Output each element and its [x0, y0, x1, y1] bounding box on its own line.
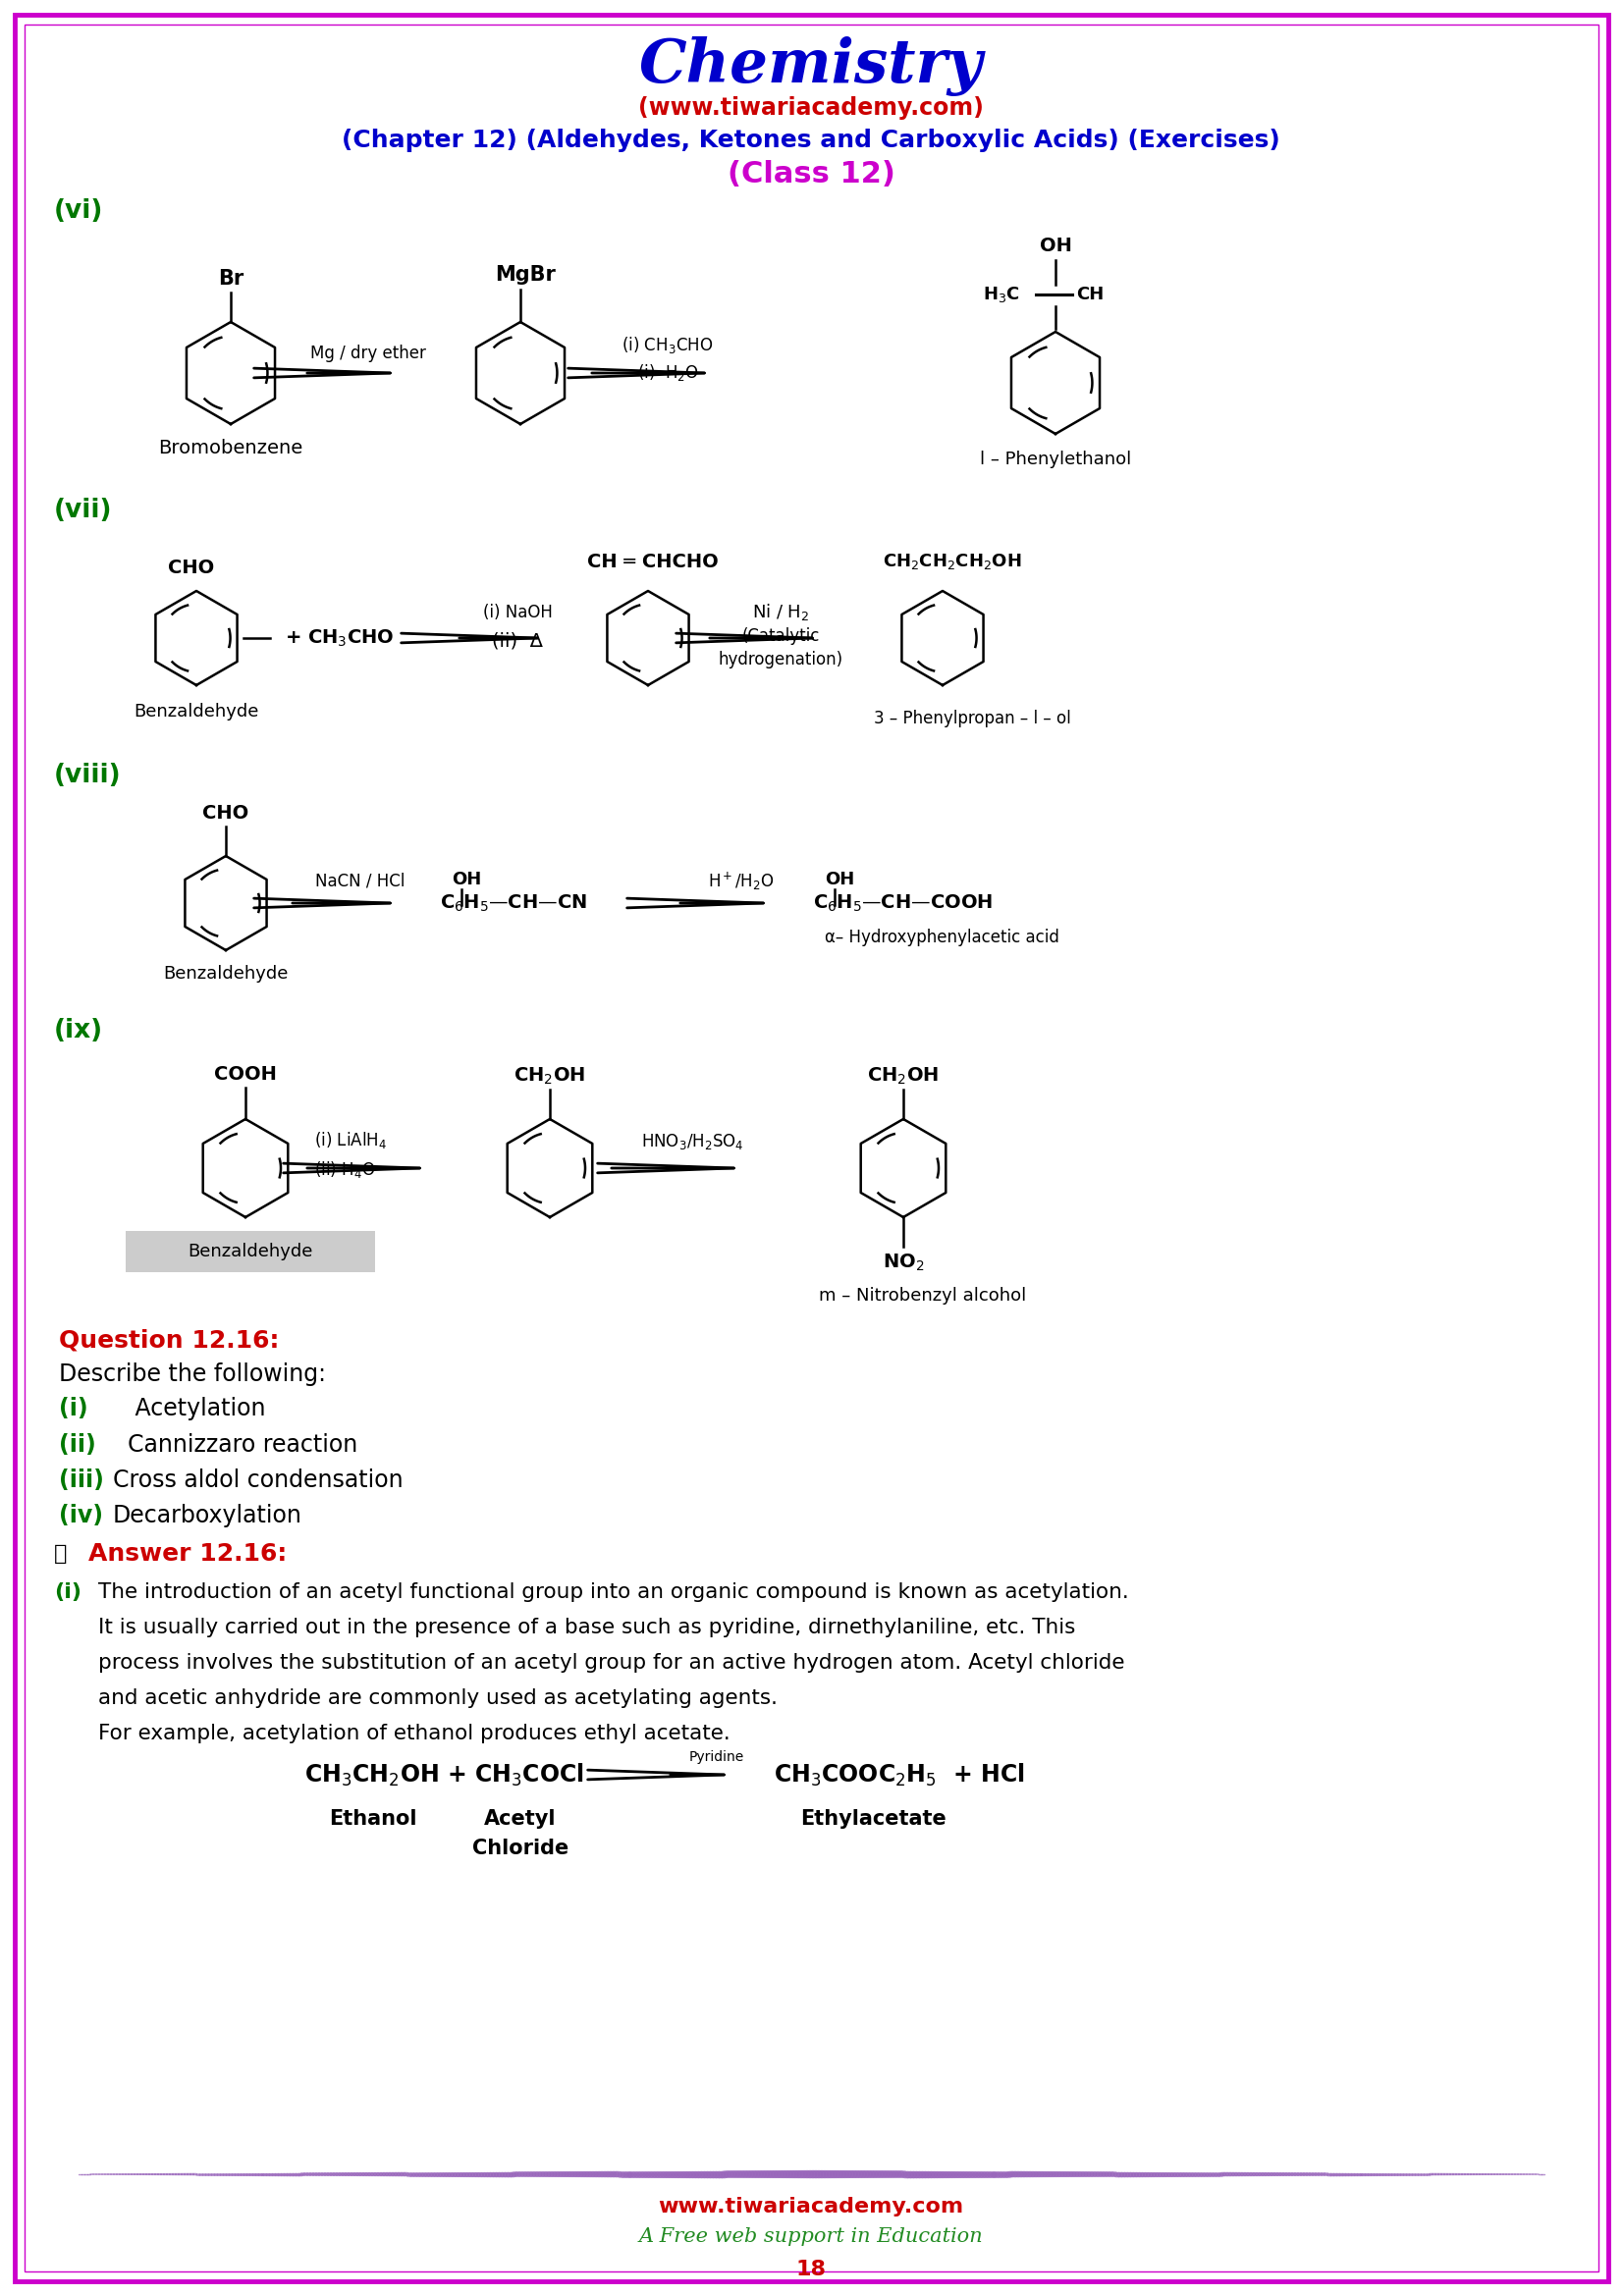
Text: (Class 12): (Class 12): [727, 161, 894, 188]
Text: (Chapter 12) (Aldehydes, Ketones and Carboxylic Acids) (Exercises): (Chapter 12) (Aldehydes, Ketones and Car…: [342, 129, 1281, 152]
Text: Question 12.16:: Question 12.16:: [58, 1327, 279, 1352]
Text: l – Phenylethanol: l – Phenylethanol: [980, 450, 1131, 468]
Text: The introduction of an acetyl functional group into an organic compound is known: The introduction of an acetyl functional…: [97, 1582, 1130, 1603]
Text: CH ═ CHCHO: CH ═ CHCHO: [588, 551, 719, 572]
Text: Benzaldehyde: Benzaldehyde: [188, 1242, 313, 1261]
Ellipse shape: [430, 794, 1100, 1465]
Text: (www.tiwariacademy.com): (www.tiwariacademy.com): [638, 96, 984, 119]
Text: Acetylation: Acetylation: [114, 1396, 266, 1421]
Text: H$^+$/H$_2$O: H$^+$/H$_2$O: [708, 870, 774, 893]
Text: H$_3$C: H$_3$C: [984, 285, 1019, 305]
Text: CH$_2$CH$_2$CH$_2$OH: CH$_2$CH$_2$CH$_2$OH: [883, 551, 1022, 572]
FancyBboxPatch shape: [125, 1231, 375, 1272]
Text: NO$_2$: NO$_2$: [883, 1251, 923, 1272]
Text: Decarboxylation: Decarboxylation: [114, 1504, 302, 1527]
Text: For example, acetylation of ethanol produces ethyl acetate.: For example, acetylation of ethanol prod…: [97, 1724, 730, 1743]
Text: 3 – Phenylpropan – l – ol: 3 – Phenylpropan – l – ol: [873, 709, 1071, 728]
Text: (iii): (iii): [58, 1469, 104, 1492]
Text: MgBr: MgBr: [495, 264, 555, 285]
Text: (i): (i): [54, 1582, 81, 1603]
Text: C$_6$H$_5$—CH—COOH: C$_6$H$_5$—CH—COOH: [813, 893, 993, 914]
Text: (ix): (ix): [54, 1017, 104, 1042]
Text: CH$_2$OH: CH$_2$OH: [514, 1065, 586, 1086]
Text: Ethanol: Ethanol: [329, 1809, 417, 1828]
Text: OH: OH: [1039, 236, 1071, 255]
Text: Chloride: Chloride: [472, 1839, 568, 1857]
Text: www.tiwariacademy.com: www.tiwariacademy.com: [659, 2197, 964, 2216]
Text: α– Hydroxyphenylacetic acid: α– Hydroxyphenylacetic acid: [824, 928, 1060, 946]
Text: Benzaldehyde: Benzaldehyde: [133, 703, 260, 721]
Text: (i) LiAlH$_4$: (i) LiAlH$_4$: [315, 1130, 386, 1150]
Text: (i) CH$_3$CHO: (i) CH$_3$CHO: [622, 335, 714, 356]
Text: CH$_3$COOC$_2$H$_5$  + HCl: CH$_3$COOC$_2$H$_5$ + HCl: [774, 1761, 1024, 1789]
Text: CH$_3$CH$_2$OH + CH$_3$COCl: CH$_3$CH$_2$OH + CH$_3$COCl: [305, 1761, 584, 1789]
Text: 18: 18: [795, 2259, 826, 2280]
Ellipse shape: [432, 432, 1178, 1178]
Text: 📝: 📝: [54, 1545, 67, 1564]
Text: Ethylacetate: Ethylacetate: [800, 1809, 946, 1828]
Text: (Catalytic: (Catalytic: [742, 627, 820, 645]
Text: CH: CH: [1076, 285, 1104, 303]
Text: NaCN / HCl: NaCN / HCl: [315, 872, 406, 891]
Text: Acetyl: Acetyl: [484, 1809, 557, 1828]
Text: A Free web support in Education: A Free web support in Education: [639, 2227, 984, 2245]
Text: Ni / H$_2$: Ni / H$_2$: [751, 602, 810, 622]
Text: Cross aldol condensation: Cross aldol condensation: [114, 1469, 403, 1492]
Text: CHO: CHO: [203, 804, 248, 822]
Text: (vii): (vii): [54, 498, 112, 523]
Text: Chemistry: Chemistry: [639, 37, 984, 96]
Text: Pyridine: Pyridine: [690, 1750, 745, 1763]
Text: + CH$_3$CHO: + CH$_3$CHO: [284, 627, 394, 647]
FancyBboxPatch shape: [15, 14, 1608, 2282]
Text: Describe the following:: Describe the following:: [58, 1362, 326, 1387]
FancyBboxPatch shape: [24, 25, 1599, 2271]
Text: (i): (i): [58, 1396, 88, 1421]
Text: Mg / dry ether: Mg / dry ether: [310, 344, 427, 363]
Text: (i) NaOH: (i) NaOH: [482, 604, 552, 622]
Text: COOH: COOH: [214, 1065, 278, 1084]
Text: It is usually carried out in the presence of a base such as pyridine, dirnethyla: It is usually carried out in the presenc…: [97, 1619, 1076, 1637]
Text: HNO$_3$/H$_2$SO$_4$: HNO$_3$/H$_2$SO$_4$: [641, 1132, 743, 1150]
Text: hydrogenation): hydrogenation): [717, 650, 842, 668]
Text: (ii)  Δ: (ii) Δ: [492, 631, 544, 650]
Text: m – Nitrobenzyl alcohol: m – Nitrobenzyl alcohol: [820, 1286, 1027, 1304]
Text: IWARI: IWARI: [519, 1396, 1248, 1607]
Text: Bromobenzene: Bromobenzene: [159, 439, 304, 457]
Text: (ii) H$_4$O: (ii) H$_4$O: [315, 1159, 375, 1180]
Text: C$_6$H$_5$—CH—CN: C$_6$H$_5$—CH—CN: [440, 893, 588, 914]
Text: (i)  H$_2$O: (i) H$_2$O: [636, 363, 698, 383]
Text: Answer 12.16:: Answer 12.16:: [88, 1543, 287, 1566]
Text: Br: Br: [217, 269, 243, 289]
Text: Cannizzaro reaction: Cannizzaro reaction: [114, 1433, 357, 1456]
Text: (ii): (ii): [58, 1433, 96, 1456]
Text: (viii): (viii): [54, 762, 122, 788]
Text: process involves the substitution of an acetyl group for an active hydrogen atom: process involves the substitution of an …: [97, 1653, 1125, 1674]
Text: CH$_2$OH: CH$_2$OH: [867, 1065, 940, 1086]
Text: CHO: CHO: [169, 558, 214, 576]
Text: OH: OH: [451, 870, 482, 889]
Text: (vi): (vi): [54, 197, 104, 223]
Text: and acetic anhydride are commonly used as acetylating agents.: and acetic anhydride are commonly used a…: [97, 1688, 777, 1708]
Text: Benzaldehyde: Benzaldehyde: [164, 964, 289, 983]
Text: OH: OH: [824, 870, 854, 889]
Text: (iv): (iv): [58, 1504, 104, 1527]
